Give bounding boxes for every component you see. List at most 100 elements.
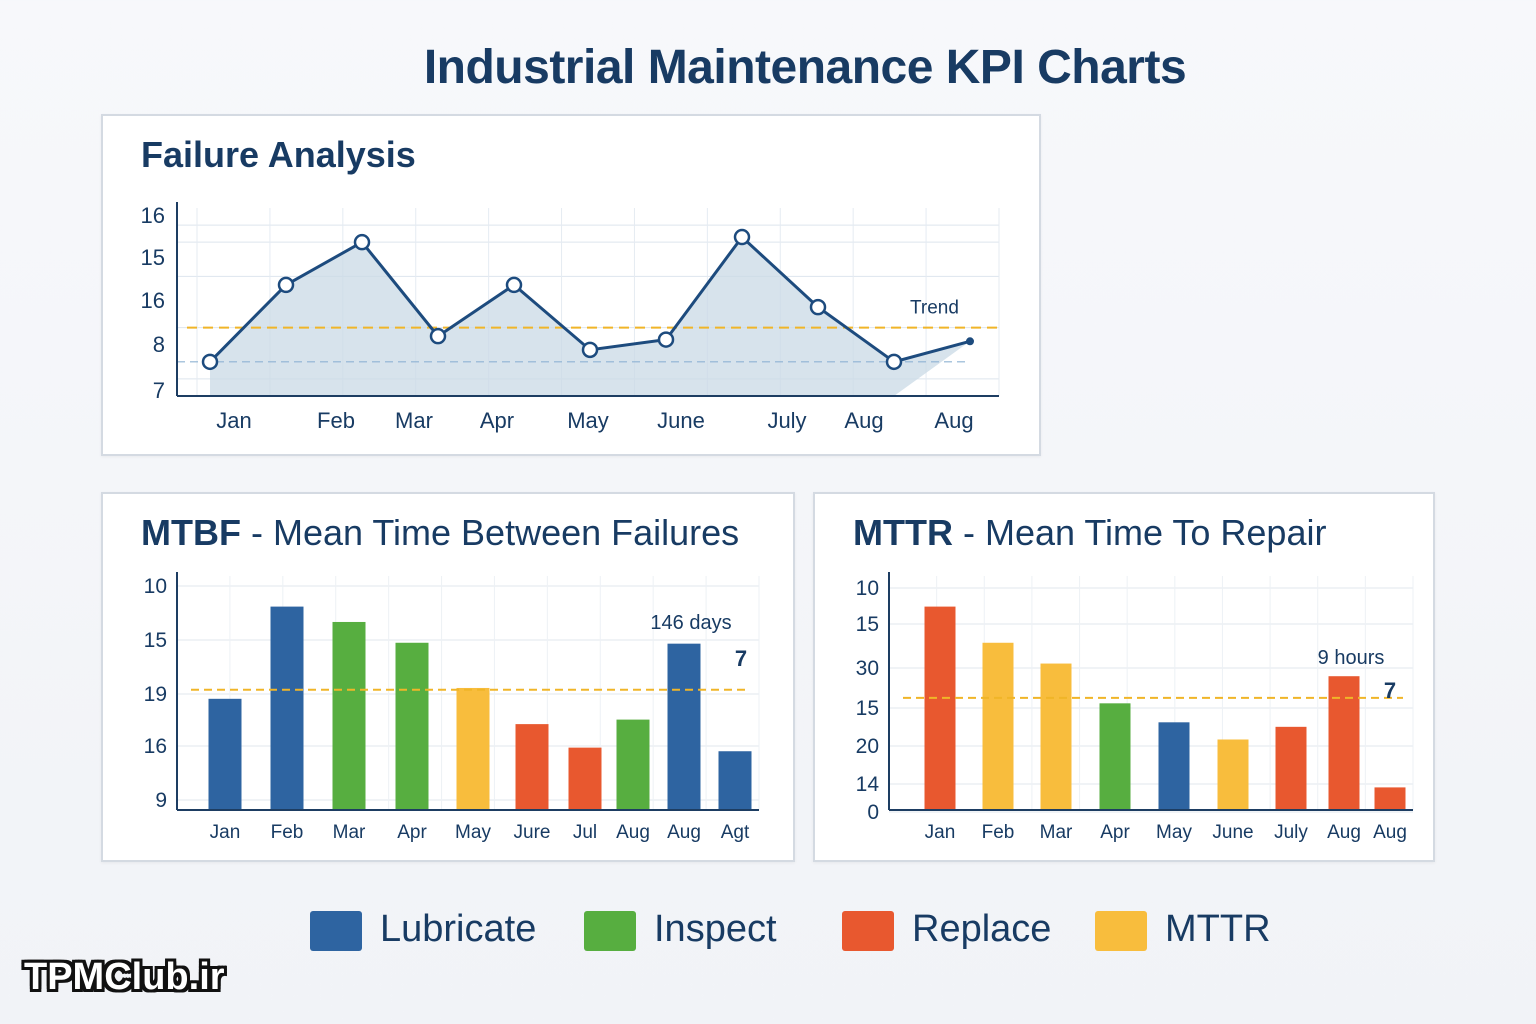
bar-inspect [1099,703,1131,810]
x-tick-label: Aug [667,822,701,843]
x-tick-label: Aug [616,822,650,843]
bar-lubricate [1158,722,1190,810]
legend-swatch-lubricate [310,911,362,951]
x-tick-label: Jure [514,822,551,843]
bar-replace [1328,676,1360,810]
x-tick-label: Aug [1373,822,1407,843]
y-tick-label: 7 [153,378,165,403]
bar-lubricate [270,606,304,810]
mttr-panel: MTTR - Mean Time To Repair 9 hours 7 10 15 3… [813,492,1435,862]
x-tick-label: Feb [982,822,1015,843]
mtbf-title-rest: - Mean Time Between Failures [240,512,740,553]
x-tick-label: July [767,408,806,433]
trend-label: Trend [910,298,959,319]
data-point [353,233,371,251]
x-tick-label: May [1156,822,1192,843]
failure-analysis-panel: Failure Analysis Trend 16 15 16 8 7 Jan Feb Mar A… [101,114,1041,456]
y-tick-label: 0 [867,801,879,824]
legend-swatch-inspect [584,911,636,951]
bar-lubricate [667,643,701,810]
x-tick-label: Aug [934,408,973,433]
y-tick-label: 15 [856,613,879,636]
data-point [429,327,447,345]
x-tick-label: Aug [844,408,883,433]
failure-analysis-chart: Trend 16 15 16 8 7 Jan Feb Mar Apr May June July Aug A… [141,202,1000,433]
mttr-title: MTTR - Mean Time To Repair [853,512,1326,554]
mtbf-panel: MTBF - Mean Time Between Failures 146 da… [101,492,795,862]
line-area-fill [210,237,970,396]
data-point [733,228,751,246]
chart-legend: Lubricate Inspect Replace MTTR [0,908,1536,960]
bar-replace [1275,726,1307,810]
y-tick-label: 10 [856,577,879,600]
bar-mttr [982,642,1014,810]
legend-label-inspect: Inspect [654,908,777,950]
legend-swatch-mttr [1095,911,1147,951]
x-tick-label: Mar [1040,822,1073,843]
y-tick-label: 20 [856,735,879,758]
mtbf-title-bold: MTBF [141,512,241,553]
bar-inspect [616,719,650,810]
x-tick-label: Feb [317,408,355,433]
x-tick-label: June [1212,822,1253,843]
bar-inspect [332,621,366,810]
x-tick-label: Feb [271,822,304,843]
data-point [809,298,827,316]
data-point-end [966,337,974,346]
legend-label-replace: Replace [912,908,1052,950]
x-tick-label: Aug [1327,822,1361,843]
x-tick-label: Jan [925,822,956,843]
x-tick-label: June [657,408,705,433]
y-tick-label: 14 [856,773,880,796]
mttr-title-bold: MTTR [853,512,953,553]
x-tick-label: Mar [395,408,433,433]
mttr-chart: 9 hours 7 10 15 30 15 20 14 0 Jan Feb Mar Apr May June… [856,572,1414,843]
bar-mttr [456,687,490,810]
data-point [201,353,219,371]
bar-replace [1374,787,1406,810]
x-tick-label: Agt [721,822,750,843]
y-tick-label: 15 [856,697,879,720]
y-tick-label: 16 [144,735,167,758]
mttr-title-rest: - Mean Time To Repair [952,512,1327,553]
x-tick-label: Jul [573,822,597,843]
watermark-logo: TPMClub.ir [24,956,225,998]
y-tick-label: 16 [141,288,165,313]
data-point [505,276,523,294]
annotation-label: 9 hours [1318,647,1385,669]
x-tick-label: May [455,822,491,843]
bar-lubricate [718,751,752,810]
x-tick-label: Mar [333,822,366,843]
x-tick-label: Jan [216,408,251,433]
bar-replace [515,724,549,810]
annotation-marker: 7 [1384,678,1396,703]
bar-lubricate [208,698,242,810]
x-tick-label: Apr [480,408,514,433]
failure-analysis-title: Failure Analysis [141,134,416,175]
bar-mttr [1217,739,1249,810]
annotation-marker: 7 [735,646,747,671]
x-tick-label: Apr [1100,822,1130,843]
y-tick-label: 9 [155,789,167,812]
data-point [277,276,295,294]
x-tick-label: July [1274,822,1308,843]
y-tick-label: 8 [153,332,165,357]
bar-mttr [1040,663,1072,810]
mtbf-title: MTBF - Mean Time Between Failures [141,512,739,554]
data-point [885,353,903,371]
annotation-label: 146 days [650,612,731,634]
x-tick-label: Jan [210,822,241,843]
bar-inspect [395,642,429,810]
x-tick-label: Apr [397,822,427,843]
legend-label-lubricate: Lubricate [380,908,537,950]
y-tick-label: 30 [856,657,879,680]
y-tick-label: 16 [141,203,165,228]
data-point [581,341,599,359]
x-tick-label: May [567,408,609,433]
data-point [657,331,675,348]
y-tick-label: 15 [141,245,165,270]
y-tick-label: 19 [144,683,167,706]
legend-swatch-replace [842,911,894,951]
y-tick-label: 10 [144,575,167,598]
